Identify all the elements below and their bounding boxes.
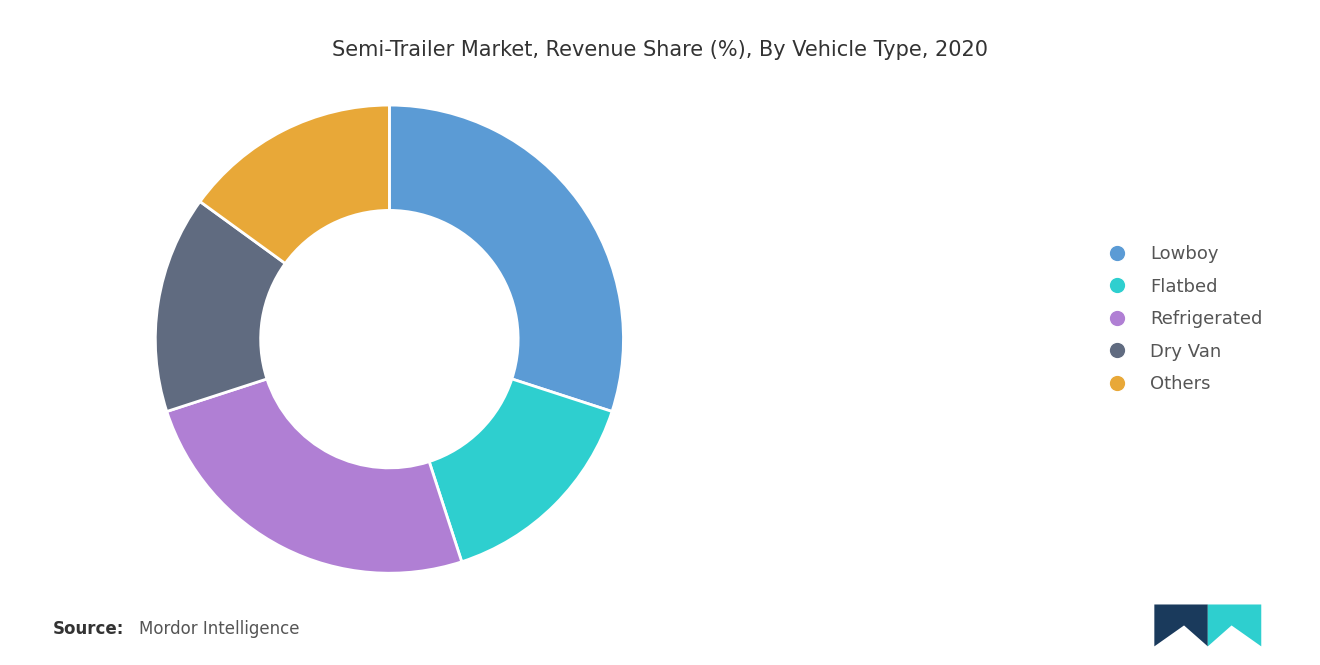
Legend: Lowboy, Flatbed, Refrigerated, Dry Van, Others: Lowboy, Flatbed, Refrigerated, Dry Van, … (1090, 236, 1271, 402)
Wedge shape (166, 379, 462, 573)
Text: Semi-Trailer Market, Revenue Share (%), By Vehicle Type, 2020: Semi-Trailer Market, Revenue Share (%), … (333, 40, 987, 60)
Wedge shape (389, 105, 623, 412)
Text: Source:: Source: (53, 620, 124, 638)
Polygon shape (1208, 604, 1262, 646)
Text: Mordor Intelligence: Mordor Intelligence (139, 620, 300, 638)
Wedge shape (429, 379, 612, 562)
Wedge shape (201, 105, 389, 263)
Circle shape (263, 213, 516, 466)
Wedge shape (156, 201, 285, 412)
Polygon shape (1154, 604, 1208, 646)
